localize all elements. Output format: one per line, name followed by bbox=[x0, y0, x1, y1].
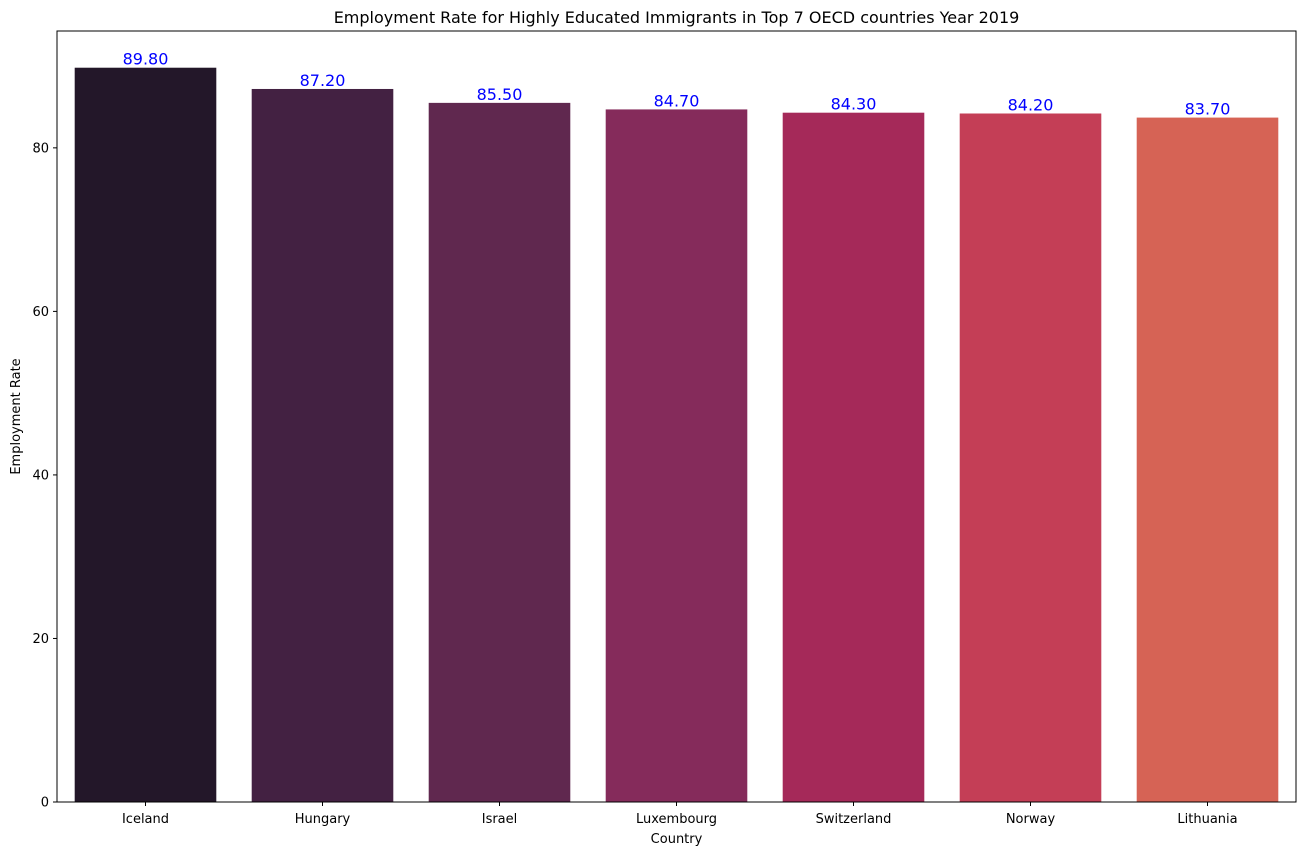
x-tick-label-iceland: Iceland bbox=[122, 812, 169, 827]
y-axis: 0 20 40 60 80 bbox=[32, 141, 57, 811]
y-axis-label: Employment Rate bbox=[9, 358, 24, 474]
data-label-iceland: 89.80 bbox=[123, 50, 169, 69]
y-tick-label-0: 0 bbox=[41, 796, 49, 811]
data-label-hungary: 87.20 bbox=[300, 71, 346, 90]
chart-title: Employment Rate for Highly Educated Immi… bbox=[334, 8, 1020, 27]
bar-lithuania bbox=[1136, 117, 1279, 803]
bars-group bbox=[74, 67, 1279, 803]
bar-iceland bbox=[74, 67, 217, 802]
x-tick-label-switzerland: Switzerland bbox=[816, 812, 892, 827]
data-label-switzerland: 84.30 bbox=[831, 95, 877, 114]
x-tick-label-hungary: Hungary bbox=[295, 812, 351, 827]
bar-switzerland bbox=[782, 112, 925, 802]
data-label-lithuania: 83.70 bbox=[1185, 100, 1231, 119]
x-tick-label-lithuania: Lithuania bbox=[1177, 812, 1237, 827]
y-tick-label-60: 60 bbox=[32, 305, 49, 320]
x-tick-label-israel: Israel bbox=[482, 812, 518, 827]
data-label-norway: 84.20 bbox=[1008, 96, 1054, 115]
x-axis: Iceland Hungary Israel Luxembourg Switzerlan… bbox=[122, 802, 1238, 827]
y-tick-label-20: 20 bbox=[32, 632, 49, 647]
data-labels-group: 89.80 87.20 85.50 84.70 84.30 84.20 83.70 bbox=[123, 50, 1231, 119]
x-tick-label-norway: Norway bbox=[1006, 812, 1056, 827]
y-tick-label-40: 40 bbox=[32, 468, 49, 483]
bar-norway bbox=[959, 113, 1102, 802]
y-tick-label-80: 80 bbox=[32, 141, 49, 156]
data-label-israel: 85.50 bbox=[477, 85, 523, 104]
x-tick-label-luxembourg: Luxembourg bbox=[636, 812, 717, 827]
bar-hungary bbox=[251, 88, 394, 803]
data-label-luxembourg: 84.70 bbox=[654, 91, 700, 110]
bar-israel bbox=[428, 102, 571, 803]
bar-luxembourg bbox=[605, 109, 748, 803]
x-axis-label: Country bbox=[651, 832, 703, 847]
